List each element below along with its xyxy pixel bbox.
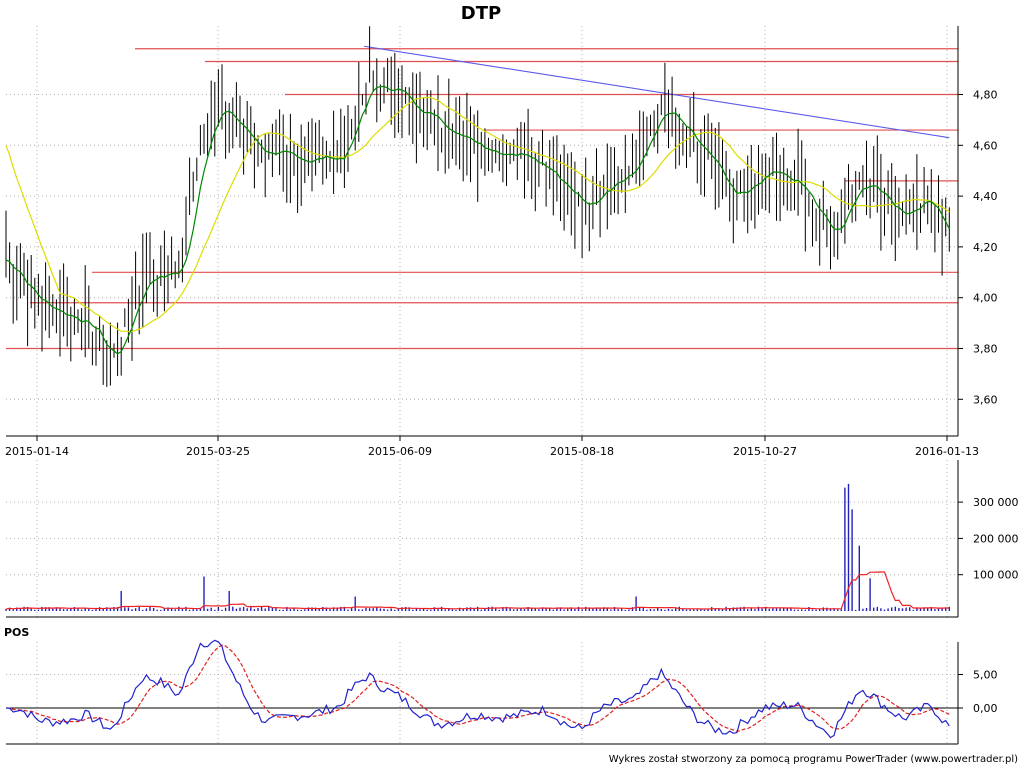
sma-slow-line	[5, 96, 950, 333]
pos-tick-label: 5,00	[973, 669, 998, 682]
downtrend-line	[363, 45, 950, 139]
y-tick-label: 4,80	[973, 89, 998, 102]
y-tick-label: 3,80	[973, 343, 998, 356]
axes	[6, 26, 959, 745]
sma-fast-line	[5, 85, 950, 355]
support-resistance-lines	[6, 48, 958, 350]
x-tick-label: 2015-06-09	[368, 445, 432, 458]
x-tick-label: 2016-01-13	[915, 445, 979, 458]
footer-credit: Wykres został stworzony za pomocą progra…	[609, 754, 1018, 765]
price-bars	[5, 26, 950, 387]
x-tick-label: 2015-10-27	[733, 445, 797, 458]
y-tick-label: 3,60	[973, 393, 998, 406]
pos-tick-label: 0,00	[973, 702, 998, 715]
volume-tick-label: 100 000	[973, 569, 1019, 582]
pos-panel-label: POS	[4, 626, 29, 639]
chart-title: DTP	[461, 3, 501, 24]
volume-tick-label: 300 000	[973, 496, 1019, 509]
x-tick-label: 2015-08-18	[550, 445, 614, 458]
x-tick-label: 2015-03-25	[186, 445, 250, 458]
moving-averages	[5, 85, 950, 355]
volume-average-line	[5, 571, 950, 610]
pos-line	[5, 639, 950, 739]
volume-bars	[5, 483, 950, 611]
y-tick-label: 4,60	[973, 139, 998, 152]
tick-labels: 2015-01-14 2015-03-25 2015-06-09 2015-08-18…	[5, 89, 1018, 716]
y-tick-label: 4,40	[973, 190, 998, 203]
pos-indicator	[5, 639, 958, 739]
y-tick-label: 4,20	[973, 241, 998, 254]
x-tick-label: 2015-01-14	[5, 445, 69, 458]
grid-lines	[6, 26, 958, 744]
volume-tick-label: 200 000	[973, 532, 1019, 545]
y-tick-label: 4,00	[973, 292, 998, 305]
trend-line	[363, 45, 950, 139]
